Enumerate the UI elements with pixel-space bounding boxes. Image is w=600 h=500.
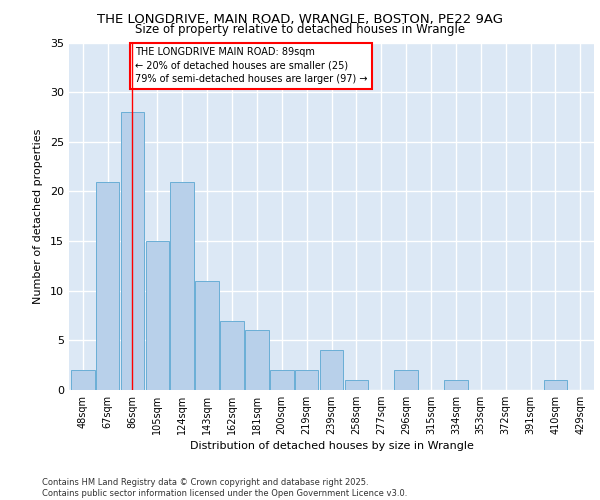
Text: Contains HM Land Registry data © Crown copyright and database right 2025.
Contai: Contains HM Land Registry data © Crown c… [42, 478, 407, 498]
Bar [394, 370, 418, 390]
Text: Size of property relative to detached houses in Wrangle: Size of property relative to detached ho… [135, 22, 465, 36]
Bar [270, 370, 293, 390]
Bar [220, 320, 244, 390]
Bar [170, 182, 194, 390]
Bar [344, 380, 368, 390]
Bar [71, 370, 95, 390]
Bar [245, 330, 269, 390]
Bar [320, 350, 343, 390]
Bar [544, 380, 567, 390]
Bar [195, 281, 219, 390]
Bar [96, 182, 119, 390]
X-axis label: Distribution of detached houses by size in Wrangle: Distribution of detached houses by size … [190, 442, 473, 452]
Text: THE LONGDRIVE MAIN ROAD: 89sqm
← 20% of detached houses are smaller (25)
79% of : THE LONGDRIVE MAIN ROAD: 89sqm ← 20% of … [135, 48, 367, 84]
Bar [444, 380, 468, 390]
Text: THE LONGDRIVE, MAIN ROAD, WRANGLE, BOSTON, PE22 9AG: THE LONGDRIVE, MAIN ROAD, WRANGLE, BOSTO… [97, 12, 503, 26]
Bar [146, 241, 169, 390]
Bar [121, 112, 144, 390]
Bar [295, 370, 319, 390]
Y-axis label: Number of detached properties: Number of detached properties [33, 128, 43, 304]
